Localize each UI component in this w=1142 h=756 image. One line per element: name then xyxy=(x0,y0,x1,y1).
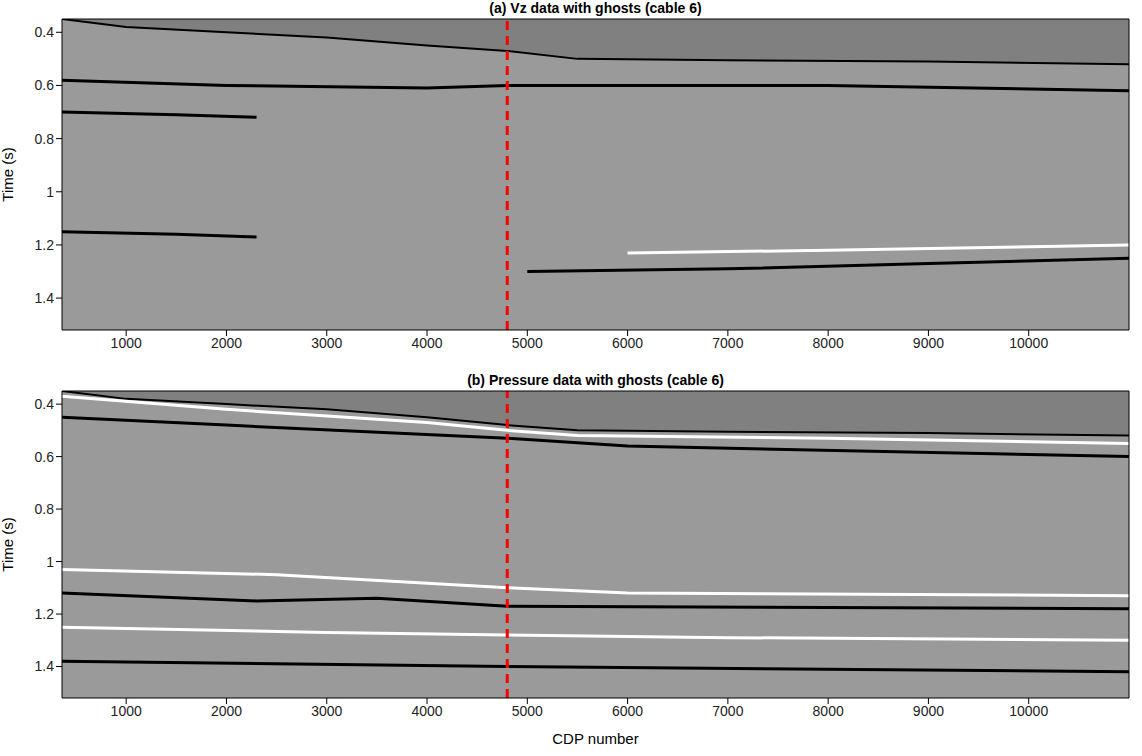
svg-text:0.6: 0.6 xyxy=(35,77,55,93)
svg-text:10000: 10000 xyxy=(1009,335,1048,351)
svg-text:6000: 6000 xyxy=(612,335,643,351)
svg-text:8000: 8000 xyxy=(813,335,844,351)
svg-text:9000: 9000 xyxy=(913,703,944,719)
svg-text:3000: 3000 xyxy=(311,335,342,351)
svg-text:4000: 4000 xyxy=(411,335,442,351)
svg-text:1: 1 xyxy=(46,554,54,570)
svg-text:CDP number: CDP number xyxy=(552,730,638,747)
html-text:(a) Vz data with ghosts (cable: (a) Vz data with ghosts (cable 6) xyxy=(489,0,702,16)
svg-text:1.2: 1.2 xyxy=(35,606,55,622)
svg-text:0.8: 0.8 xyxy=(35,501,55,517)
svg-text:4000: 4000 xyxy=(411,703,442,719)
svg-text:0.8: 0.8 xyxy=(35,131,55,147)
svg-text:3000: 3000 xyxy=(311,703,342,719)
svg-text:0.4: 0.4 xyxy=(35,24,55,40)
svg-text:1000: 1000 xyxy=(111,703,142,719)
svg-text:Time (s): Time (s) xyxy=(0,517,16,571)
svg-text:1000: 1000 xyxy=(111,335,142,351)
svg-text:2000: 2000 xyxy=(211,703,242,719)
svg-text:2000: 2000 xyxy=(211,335,242,351)
svg-text:10000: 10000 xyxy=(1009,703,1048,719)
html-text:(b) Pressure data with ghosts: (b) Pressure data with ghosts (cable 6) xyxy=(467,372,724,388)
svg-text:8000: 8000 xyxy=(813,703,844,719)
svg-text:Time (s): Time (s) xyxy=(0,147,16,201)
svg-text:6000: 6000 xyxy=(612,703,643,719)
svg-text:7000: 7000 xyxy=(712,335,743,351)
svg-text:5000: 5000 xyxy=(512,335,543,351)
svg-text:9000: 9000 xyxy=(913,335,944,351)
svg-text:0.4: 0.4 xyxy=(35,396,55,412)
svg-text:7000: 7000 xyxy=(712,703,743,719)
svg-text:5000: 5000 xyxy=(512,703,543,719)
svg-text:1: 1 xyxy=(46,184,54,200)
svg-text:1.4: 1.4 xyxy=(35,290,55,306)
svg-text:1.4: 1.4 xyxy=(35,658,55,674)
svg-text:0.6: 0.6 xyxy=(35,449,55,465)
svg-text:1.2: 1.2 xyxy=(35,237,55,253)
